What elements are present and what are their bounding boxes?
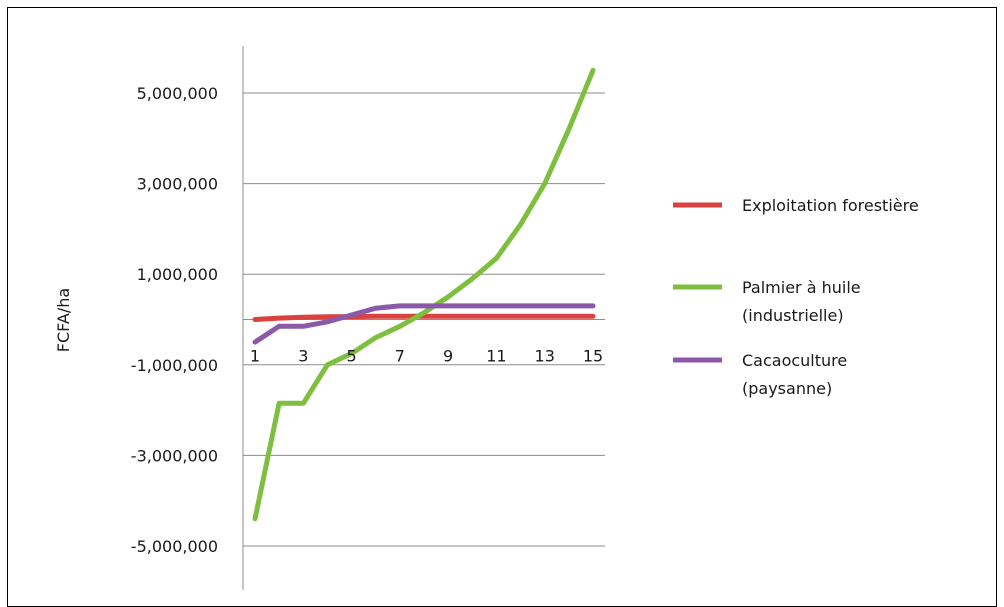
series-line-2	[252, 67, 596, 522]
legend-label: Palmier à huile	[742, 278, 861, 297]
x-tick-label: 13	[535, 347, 555, 366]
x-tick-label: 1	[250, 347, 260, 366]
legend-label: Exploitation forestière	[742, 196, 919, 215]
y-tick-label: 3,000,000	[137, 175, 218, 194]
legend-label: Cacaoculture	[742, 351, 847, 370]
legend-label: (industrielle)	[742, 306, 844, 325]
y-tick-label: -5,000,000	[131, 537, 218, 556]
x-tick-labels: 1 3 5 7 9 11 13 15	[250, 347, 603, 366]
y-tick-label: 1,000,000	[137, 265, 218, 284]
y-tick-label: 5,000,000	[137, 84, 218, 103]
series-lines	[252, 67, 596, 522]
y-tick-labels: 5,000,000 3,000,000 1,000,000 -1,000,000 -3,…	[131, 84, 218, 556]
x-tick-label: 7	[395, 347, 405, 366]
y-tick-label: -3,000,000	[131, 446, 218, 465]
legend: Exploitation forestière Palmier à huile (i…	[673, 196, 919, 398]
y-axis-title: FCFA/ha	[54, 288, 73, 352]
x-tick-label: 9	[443, 347, 453, 366]
series-line-3	[252, 303, 596, 345]
x-tick-label: 15	[583, 347, 603, 366]
line-chart: 1 3 5 7 9 11 13 15 5,000,0003,000,0001,000,000-…	[54, 46, 919, 590]
series-line-1	[252, 313, 596, 322]
x-tick-label: 3	[298, 347, 308, 366]
legend-label: (paysanne)	[742, 379, 832, 398]
x-tick-label: 5	[346, 347, 356, 366]
y-tick-label: -1,000,000	[131, 356, 218, 375]
x-tick-label: 11	[486, 347, 506, 366]
